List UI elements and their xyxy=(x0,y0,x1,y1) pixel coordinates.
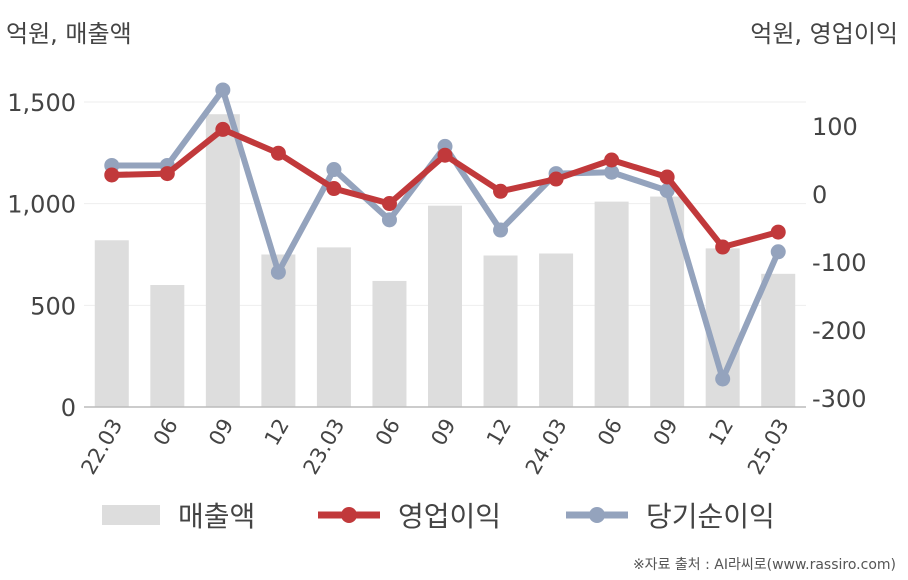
operating-profit-point xyxy=(770,224,786,240)
right-y-tick-label: 100 xyxy=(812,113,858,141)
x-tick-label: 06 xyxy=(593,415,627,450)
left-axis-unit: 억원, 매출액 xyxy=(6,20,132,48)
x-tick-label: 25.03 xyxy=(743,415,794,479)
legend-line-swatch xyxy=(566,507,628,523)
legend: 매출액 영업이익 당기순이익 xyxy=(0,492,908,538)
legend-item-operating-profit[interactable]: 영업이익 xyxy=(318,492,501,538)
revenue-bar xyxy=(761,273,796,407)
revenue-bar xyxy=(316,247,351,407)
x-tick-label: 12 xyxy=(704,415,738,450)
x-tick-label: 06 xyxy=(149,415,183,450)
operating-profit-point xyxy=(326,181,342,197)
x-tick-label: 09 xyxy=(426,415,460,450)
right-y-tick-label: 0 xyxy=(812,181,827,209)
lines xyxy=(104,82,786,387)
operating-profit-point xyxy=(604,152,620,168)
operating-profit-point xyxy=(159,166,175,182)
operating-profit-point xyxy=(715,239,731,255)
x-tick-label: 22.03 xyxy=(76,415,127,479)
left-y-tick-label: 1,000 xyxy=(7,191,76,219)
x-tick-label: 09 xyxy=(204,415,238,450)
revenue-bar xyxy=(594,201,629,407)
operating-profit-point xyxy=(270,145,286,161)
legend-label: 당기순이익 xyxy=(646,500,775,533)
bars xyxy=(94,114,796,407)
operating-profit-point xyxy=(437,147,453,163)
net-income-point xyxy=(381,212,397,228)
x-ticks: 22.03 06 09 12 23.03 06 09 12 24.03 06 09 12 25.03 xyxy=(76,415,793,479)
operating-profit-point xyxy=(215,121,231,137)
legend-line-swatch xyxy=(318,507,380,523)
revenue-bar xyxy=(205,114,240,407)
legend-item-net-income[interactable]: 당기순이익 xyxy=(566,492,775,538)
revenue-bar xyxy=(372,280,407,407)
left-y-tick-label: 0 xyxy=(61,394,76,422)
net-income-point xyxy=(270,264,286,280)
x-tick-label: 06 xyxy=(371,415,405,450)
revenue-bar xyxy=(539,253,574,407)
right-y-tick-label: -100 xyxy=(812,249,866,277)
legend-bar-swatch xyxy=(102,505,160,525)
revenue-bar xyxy=(428,205,462,407)
revenue-bar xyxy=(261,254,296,407)
net-income-point xyxy=(715,371,731,387)
revenue-bar xyxy=(150,285,185,407)
operating-profit-point xyxy=(104,167,120,183)
chart: 0 500 1,000 1,500 -300 -200 -100 0 100 22.03 06 09… xyxy=(7,82,866,479)
operating-profit-point xyxy=(548,171,564,187)
right-y-tick-label: -200 xyxy=(812,317,866,345)
x-tick-label: 12 xyxy=(482,415,516,450)
operating-profit-point xyxy=(659,169,675,185)
legend-item-revenue[interactable]: 매출액 xyxy=(102,492,255,538)
x-tick-label: 12 xyxy=(260,415,294,450)
y-ticks: 0 500 1,000 1,500 -300 -200 -100 0 100 xyxy=(7,89,866,422)
right-axis-unit: 억원, 영업이익 xyxy=(750,20,898,48)
x-tick-label: 24.03 xyxy=(521,415,572,479)
operating-profit-point xyxy=(381,196,397,212)
revenue-bar xyxy=(94,240,129,407)
legend-label: 매출액 xyxy=(178,500,256,533)
net-income-point xyxy=(604,164,620,180)
net-income-point xyxy=(659,183,675,199)
revenue-bar xyxy=(483,255,518,407)
net-income-point xyxy=(770,244,786,260)
left-y-tick-label: 1,500 xyxy=(7,89,76,117)
net-income-point xyxy=(326,162,342,178)
legend-label: 영업이익 xyxy=(398,500,502,533)
x-tick-label: 23.03 xyxy=(299,415,350,479)
net-income-point xyxy=(493,222,509,238)
left-y-tick-label: 500 xyxy=(30,292,76,320)
right-y-tick-label: -300 xyxy=(812,385,866,413)
operating-profit-point xyxy=(493,183,509,199)
x-tick-label: 09 xyxy=(649,415,683,450)
net-income-point xyxy=(215,82,231,98)
source-note: ※자료 출처 : AI라씨로(www.rassiro.com) xyxy=(632,557,896,573)
